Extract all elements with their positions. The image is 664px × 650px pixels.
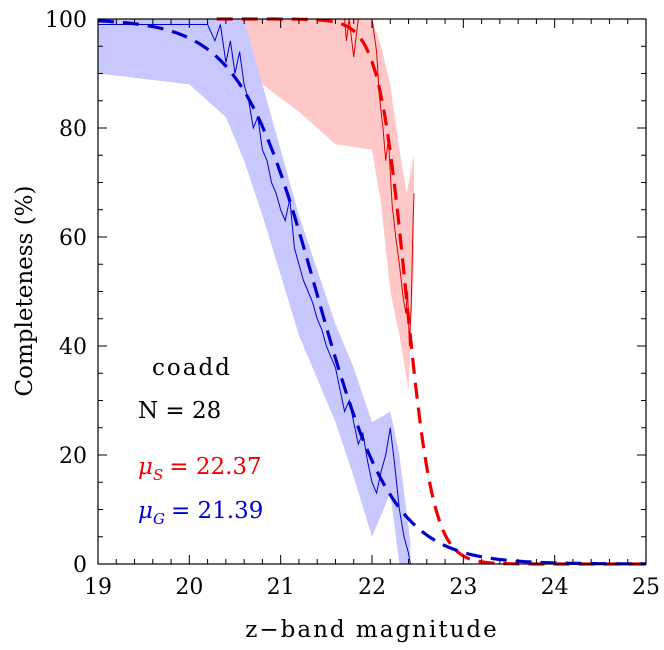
x-tick-label: 19 — [84, 575, 112, 600]
svg-text:μS= 22.37: μS = 22.37 — [138, 454, 262, 484]
svg-text:μG= 21.39: μG = 21.39 — [138, 498, 263, 528]
x-tick-label: 21 — [267, 575, 295, 600]
mu-s-symbol: μ — [138, 454, 153, 480]
mu-g-value: = 21.39 — [171, 498, 263, 524]
annotation-count: N = 28 — [138, 398, 221, 424]
x-tick-label: 22 — [358, 575, 386, 600]
fit-curve-2 — [216, 17, 646, 566]
y-axis-label: Completeness (%) — [12, 186, 38, 397]
annotation-label: coadd — [152, 355, 232, 381]
mu-g-symbol: μ — [138, 498, 153, 524]
x-tick-label: 24 — [541, 575, 569, 600]
y-tick-label: 20 — [59, 444, 87, 469]
uncertainty-band-0 — [216, 19, 414, 390]
mu-s-subscript: S — [153, 466, 163, 484]
plot-area — [97, 17, 646, 566]
y-tick-label: 100 — [45, 8, 87, 33]
x-tick-label: 25 — [632, 575, 660, 600]
measured-line-1 — [98, 24, 411, 565]
mu-g-subscript: G — [153, 510, 165, 528]
mu-s-annotation: μS = 22.37 — [138, 454, 262, 484]
y-tick-label: 0 — [73, 553, 87, 578]
mu-g-annotation: μG = 21.39 — [138, 498, 263, 528]
y-tick-label: 80 — [59, 117, 87, 142]
x-axis-label: z−band magnitude — [245, 617, 498, 643]
uncertainty-band-1 — [98, 19, 411, 564]
y-tick-label: 40 — [59, 335, 87, 360]
x-tick-label: 23 — [449, 575, 477, 600]
x-tick-label: 20 — [175, 575, 203, 600]
axis-ticks: 19 20 21 22 23 24 25 0 20 40 60 80 100 — [45, 8, 660, 600]
mu-s-value: = 22.37 — [169, 454, 261, 480]
y-tick-label: 60 — [59, 226, 87, 251]
